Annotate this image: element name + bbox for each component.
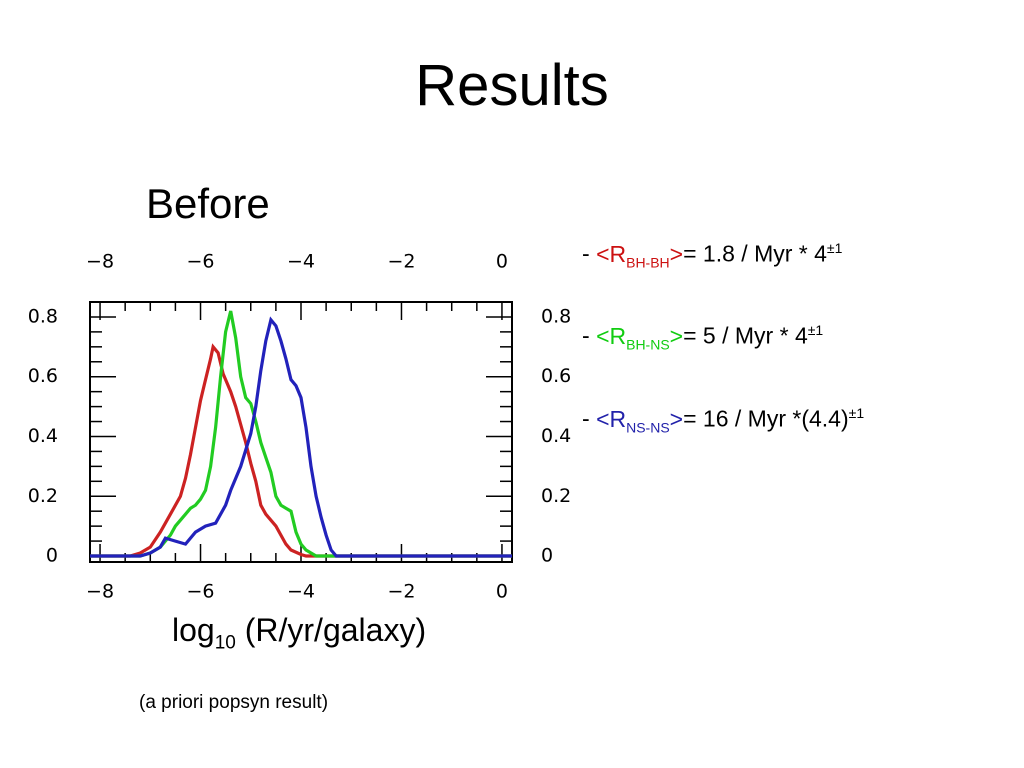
y-tick-label-right: 0.8: [541, 305, 571, 327]
y-tick-label-right: 0.4: [541, 425, 571, 447]
chart-subtitle: Before: [146, 180, 270, 227]
x-tick-label: 0: [496, 581, 508, 603]
rate-bh-bh: - <RBH-BH>= 1.8 / Myr * 4±1: [582, 240, 843, 271]
y-tick-label-right: 0.2: [541, 485, 571, 507]
plot-frame: [89, 301, 513, 563]
series-line-1: [90, 343, 512, 558]
x-tick-label: −4: [287, 581, 315, 603]
x-tick-label: −6: [187, 581, 215, 603]
slide-title: Results: [415, 53, 609, 118]
rate-ns-ns: - <RNS-NS>= 16 / Myr *(4.4)±1: [582, 405, 865, 436]
y-tick-label: 0.6: [28, 365, 58, 387]
rate-bh-ns-symbol: <RBH-NS>: [596, 322, 684, 353]
rate-ns-ns-symbol: <RNS-NS>: [596, 405, 684, 436]
rate-bh-ns: - <RBH-NS>= 5 / Myr * 4±1: [582, 322, 824, 353]
x-tick-label: −2: [387, 581, 415, 603]
x-tick-label-top: 0: [496, 251, 508, 273]
footnote: (a priori popsyn result): [139, 692, 329, 713]
rate-bh-bh-symbol: <RBH-BH>: [596, 240, 684, 271]
y-tick-label: 0.4: [28, 425, 58, 447]
x-tick-label-top: −2: [387, 251, 415, 273]
series-line-3: [90, 316, 512, 558]
x-axis-label: log10 (R/yr/galaxy): [172, 612, 427, 654]
y-tick-label-right: 0.6: [541, 365, 571, 387]
y-tick-label: 0: [46, 545, 58, 567]
y-tick-label-right: 0: [541, 545, 553, 567]
x-tick-label-top: −6: [187, 251, 215, 273]
series-line-2: [90, 310, 512, 558]
y-tick-label: 0.8: [28, 305, 58, 327]
y-tick-label: 0.2: [28, 485, 58, 507]
x-tick-label: −8: [86, 581, 114, 603]
x-tick-label-top: −8: [86, 251, 114, 273]
x-tick-label-top: −4: [287, 251, 315, 273]
